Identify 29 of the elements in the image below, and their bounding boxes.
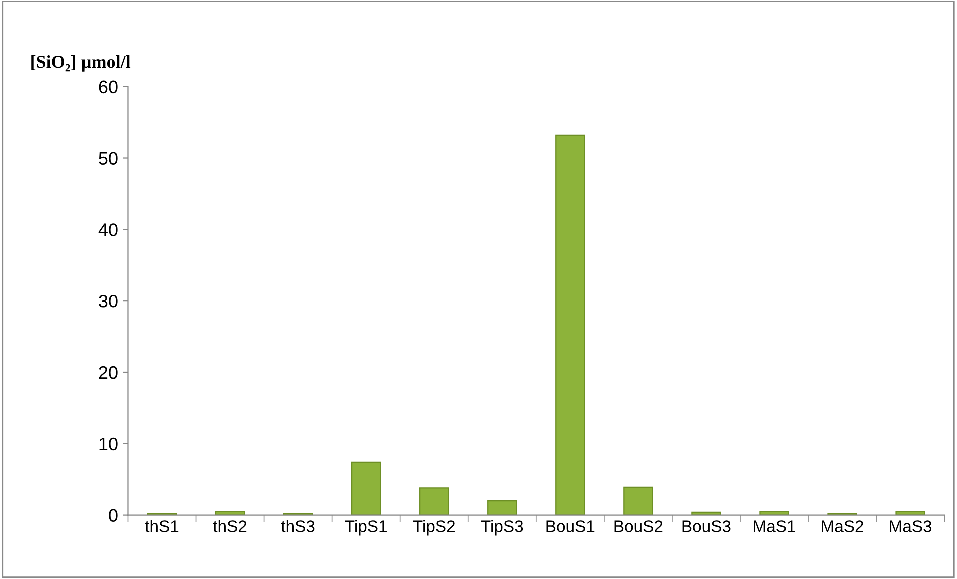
x-tick-label: BouS3	[682, 520, 731, 532]
x-tick-label: MaS3	[890, 520, 932, 532]
y-tick-label: 60	[99, 80, 118, 94]
bar	[351, 462, 382, 516]
y-tick-label: 20	[99, 366, 118, 380]
x-tick-label: TipS2	[413, 520, 455, 536]
x-tick-label: thS1	[145, 520, 179, 532]
x-tick-label: TipS3	[481, 520, 524, 536]
x-tick-label: MaS2	[822, 520, 864, 532]
y-tick-label: 0	[109, 509, 118, 522]
bar	[896, 511, 926, 516]
x-tick-label: thS3	[281, 520, 315, 532]
y-tick-label: 40	[98, 224, 118, 236]
bar	[760, 511, 790, 516]
y-axis-title: [SiO₂] µmol/l	[32, 55, 131, 72]
bar	[692, 512, 722, 516]
y-tick-label: 10	[100, 438, 118, 451]
x-tick-label: thS2	[213, 520, 247, 532]
bar	[488, 500, 518, 516]
bar	[556, 134, 586, 516]
bar	[420, 488, 450, 516]
x-tick-label: BouS1	[546, 520, 595, 532]
x-tick-label: BouS2	[614, 520, 663, 532]
y-tick-label: 50	[99, 152, 118, 165]
x-tick-label: TipS1	[345, 520, 387, 536]
bar	[215, 511, 246, 516]
bar	[624, 486, 654, 516]
x-tick-label: MaS1	[754, 520, 796, 532]
y-tick-label: 30	[99, 295, 118, 308]
